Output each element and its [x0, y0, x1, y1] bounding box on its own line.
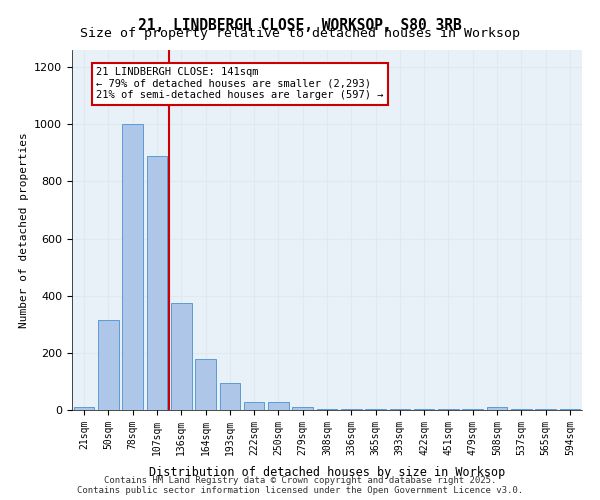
- Bar: [317, 408, 337, 410]
- Bar: [292, 407, 313, 410]
- X-axis label: Distribution of detached houses by size in Worksop: Distribution of detached houses by size …: [149, 466, 505, 479]
- Bar: [220, 383, 240, 410]
- Text: Size of property relative to detached houses in Worksop: Size of property relative to detached ho…: [80, 28, 520, 40]
- Bar: [268, 402, 289, 410]
- Bar: [487, 407, 508, 410]
- Bar: [195, 358, 216, 410]
- Y-axis label: Number of detached properties: Number of detached properties: [19, 132, 29, 328]
- Bar: [171, 303, 191, 410]
- Bar: [122, 124, 143, 410]
- Bar: [98, 320, 119, 410]
- Bar: [244, 402, 265, 410]
- Text: 21 LINDBERGH CLOSE: 141sqm
← 79% of detached houses are smaller (2,293)
21% of s: 21 LINDBERGH CLOSE: 141sqm ← 79% of deta…: [96, 67, 384, 100]
- Bar: [74, 407, 94, 410]
- Text: 21, LINDBERGH CLOSE, WORKSOP, S80 3RB: 21, LINDBERGH CLOSE, WORKSOP, S80 3RB: [138, 18, 462, 32]
- Text: Contains HM Land Registry data © Crown copyright and database right 2025.
Contai: Contains HM Land Registry data © Crown c…: [77, 476, 523, 495]
- Bar: [146, 156, 167, 410]
